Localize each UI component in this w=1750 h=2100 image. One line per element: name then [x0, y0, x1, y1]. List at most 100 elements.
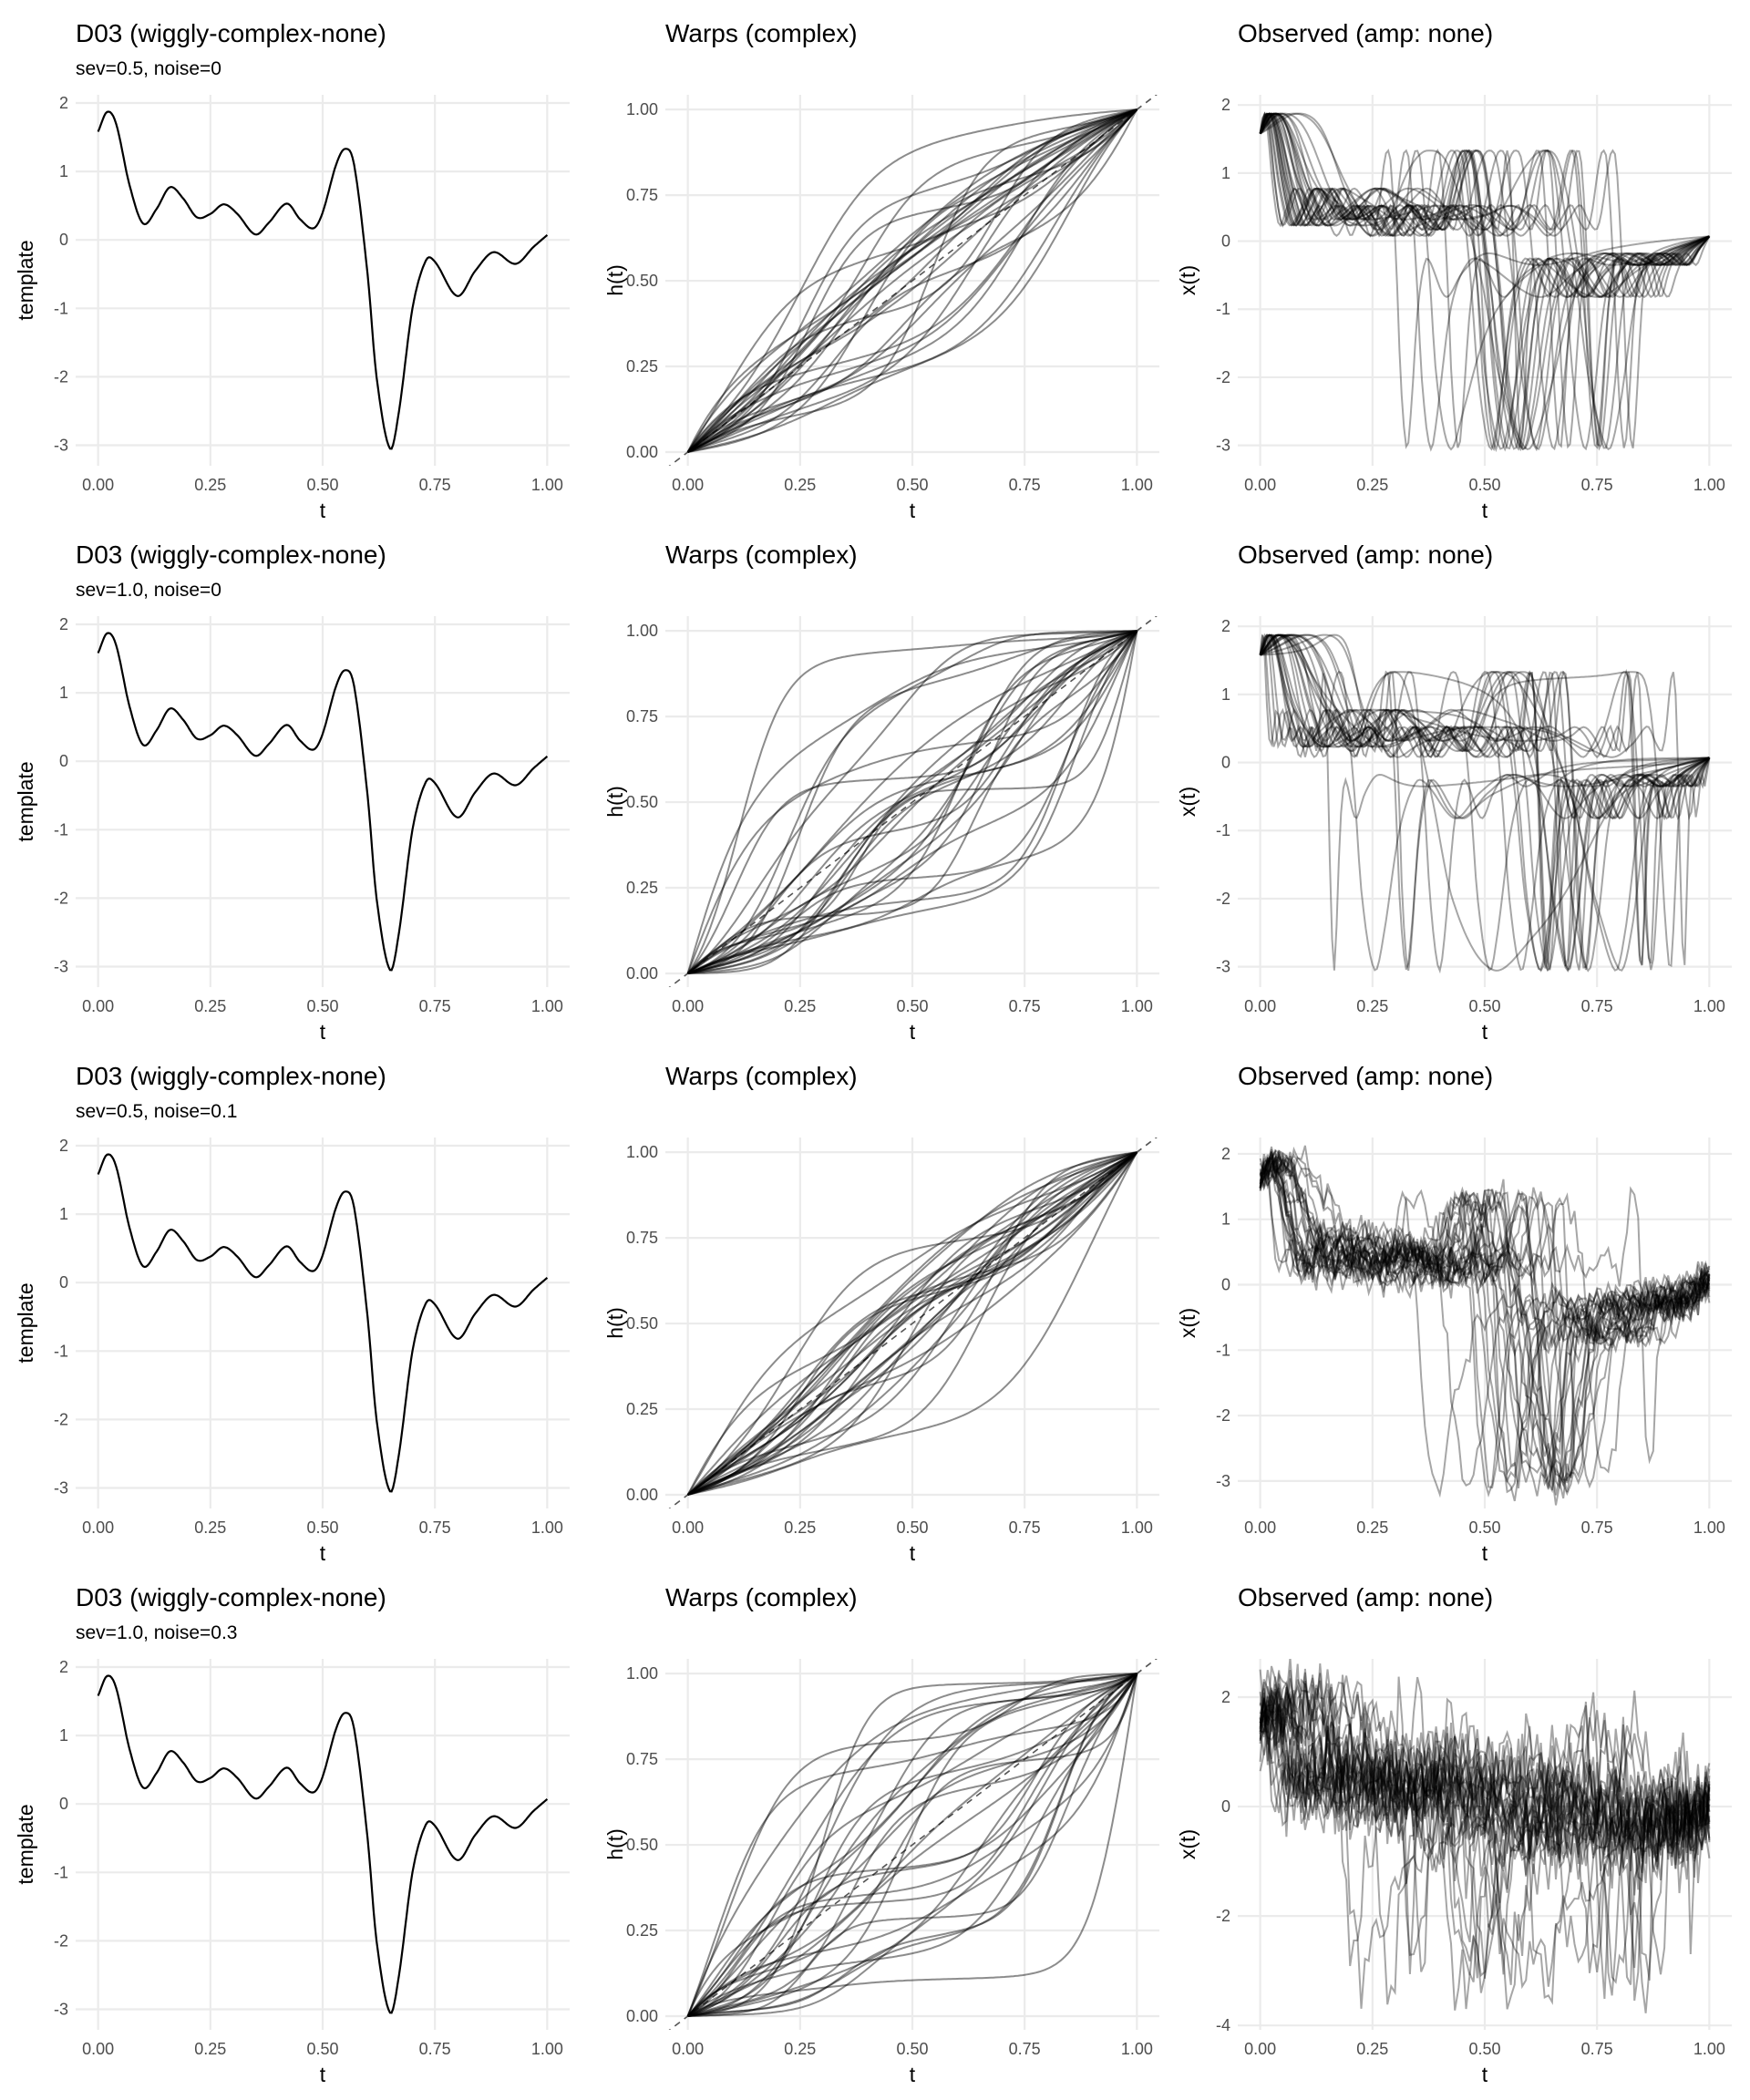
warp-curve [686, 630, 1138, 974]
observed-curve [1260, 633, 1711, 972]
y-tick-label: 0.25 [626, 1921, 658, 1940]
y-tick-label: -3 [54, 2000, 68, 2018]
x-tick-label: 0.50 [1468, 476, 1500, 494]
y-tick-label: 0.00 [626, 2007, 658, 2025]
observed-curve [1259, 633, 1710, 971]
x-tick-label: 0.25 [194, 1518, 226, 1537]
warp-curve [687, 1673, 1138, 2017]
observed-curve [1260, 1697, 1711, 1978]
x-axis-title: t [1482, 1541, 1488, 1565]
observed-curve [1259, 633, 1711, 964]
warp-curve [687, 108, 1138, 453]
observed-curve [1259, 112, 1710, 449]
observed-curve [1259, 1665, 1711, 1990]
observed-curve [1259, 1148, 1711, 1498]
warp-curve [687, 1673, 1138, 2017]
observed-curve [1259, 1672, 1711, 1973]
x-tick-label: 0.00 [1244, 1518, 1276, 1537]
x-tick-label: 0.00 [672, 2040, 704, 2058]
observed-curve [1260, 1151, 1710, 1481]
observed-curve [1259, 112, 1711, 448]
warp-curve [686, 108, 1138, 453]
warp-curve [687, 1673, 1138, 2017]
x-tick-label: 0.75 [1009, 2040, 1041, 2058]
identity-line [668, 1138, 1158, 1508]
x-tick-label: 0.50 [896, 2040, 928, 2058]
observed-curve [1259, 1156, 1711, 1489]
observed-curve [1260, 633, 1711, 972]
observed-curve [1260, 633, 1710, 971]
y-axis-title: x(t) [1176, 1308, 1199, 1338]
x-tick-label: 0.25 [784, 997, 816, 1015]
warp-curve [687, 630, 1138, 974]
panel-r4-c3: 0.00 0.25 0.50 0.75 1.00 2 0 -2 -4 t x(t) Observed … [1176, 1583, 1732, 2086]
warp-curve [686, 108, 1138, 453]
x-axis-title: t [910, 499, 916, 522]
panel-r3-c3: 0.00 0.25 0.50 0.75 1.00 2 1 0 -1 -2 -3 t x(t) Observ… [1176, 1062, 1732, 1565]
x-tick-label: 0.75 [419, 1518, 451, 1537]
x-tick-label: 0.00 [672, 1518, 704, 1537]
warp-curve [686, 1151, 1138, 1496]
observed-curve [1259, 1672, 1711, 1974]
warp-curve [687, 1673, 1138, 2017]
warp-curve [687, 108, 1138, 453]
y-tick-label: 2 [1221, 1145, 1230, 1163]
y-tick-label: -4 [1216, 2016, 1230, 2034]
warp-curve [686, 108, 1138, 453]
y-tick-label: 2 [59, 1658, 68, 1676]
x-tick-label: 0.00 [82, 2040, 114, 2058]
x-tick-label: 0.50 [896, 476, 928, 494]
warp-curve [687, 1151, 1138, 1496]
observed-curve [1259, 1151, 1711, 1494]
warp-curve [687, 1151, 1138, 1496]
y-tick-label: -3 [1216, 958, 1230, 976]
warp-curve [687, 1151, 1138, 1496]
observed-curve [1259, 633, 1711, 969]
warp-curve [686, 108, 1138, 453]
x-tick-label: 1.00 [531, 997, 563, 1015]
observed-curve [1259, 1158, 1711, 1497]
warp-curve [687, 1673, 1138, 2017]
y-tick-label: 0 [59, 752, 68, 770]
observed-curve [1259, 633, 1711, 966]
warp-curve [687, 1151, 1138, 1496]
x-tick-label: 0.50 [306, 476, 338, 494]
panel-subtitle: sev=1.0, noise=0.3 [76, 1622, 237, 1643]
panel-title: Warps (complex) [665, 1062, 858, 1090]
panel-r4-c1: 0.00 0.25 0.50 0.75 1.00 2 1 0 -1 -2 -3 t template D0… [14, 1583, 570, 2086]
y-tick-label: -3 [1216, 1472, 1230, 1490]
observed-curve [1259, 1155, 1711, 1498]
observed-curve [1259, 1696, 1711, 2013]
observed-curve [1259, 1157, 1711, 1490]
warp-curve [687, 631, 1138, 974]
plot-area [97, 632, 549, 972]
observed-curve [1259, 633, 1710, 969]
y-axis-title: x(t) [1176, 1829, 1199, 1859]
warp-curve [687, 1673, 1138, 2017]
observed-curve [1259, 1152, 1711, 1493]
observed-curve [1259, 112, 1711, 451]
panel-title: Warps (complex) [665, 1583, 858, 1611]
observed-curve [1259, 1663, 1711, 1969]
x-tick-label: 0.75 [1581, 997, 1613, 1015]
warp-curve [687, 630, 1138, 974]
observed-curve [1259, 1670, 1710, 1985]
warp-curve [687, 1151, 1138, 1496]
observed-curve [1260, 1676, 1711, 1993]
warp-curve [687, 630, 1138, 974]
panel-title: Observed (amp: none) [1238, 540, 1493, 569]
y-tick-label: -2 [1216, 1406, 1230, 1425]
observed-curve [1259, 1152, 1711, 1497]
x-tick-label: 0.25 [1356, 997, 1388, 1015]
warp-curve [687, 1151, 1138, 1496]
y-tick-label: -3 [54, 957, 68, 975]
y-tick-label: -1 [54, 1342, 68, 1360]
observed-curve [1259, 112, 1710, 449]
observed-curve [1259, 634, 1710, 972]
warp-curve [687, 630, 1138, 974]
plot-area [97, 1674, 549, 2014]
x-tick-label: 0.25 [194, 2040, 226, 2058]
observed-curve [1259, 1673, 1711, 1981]
